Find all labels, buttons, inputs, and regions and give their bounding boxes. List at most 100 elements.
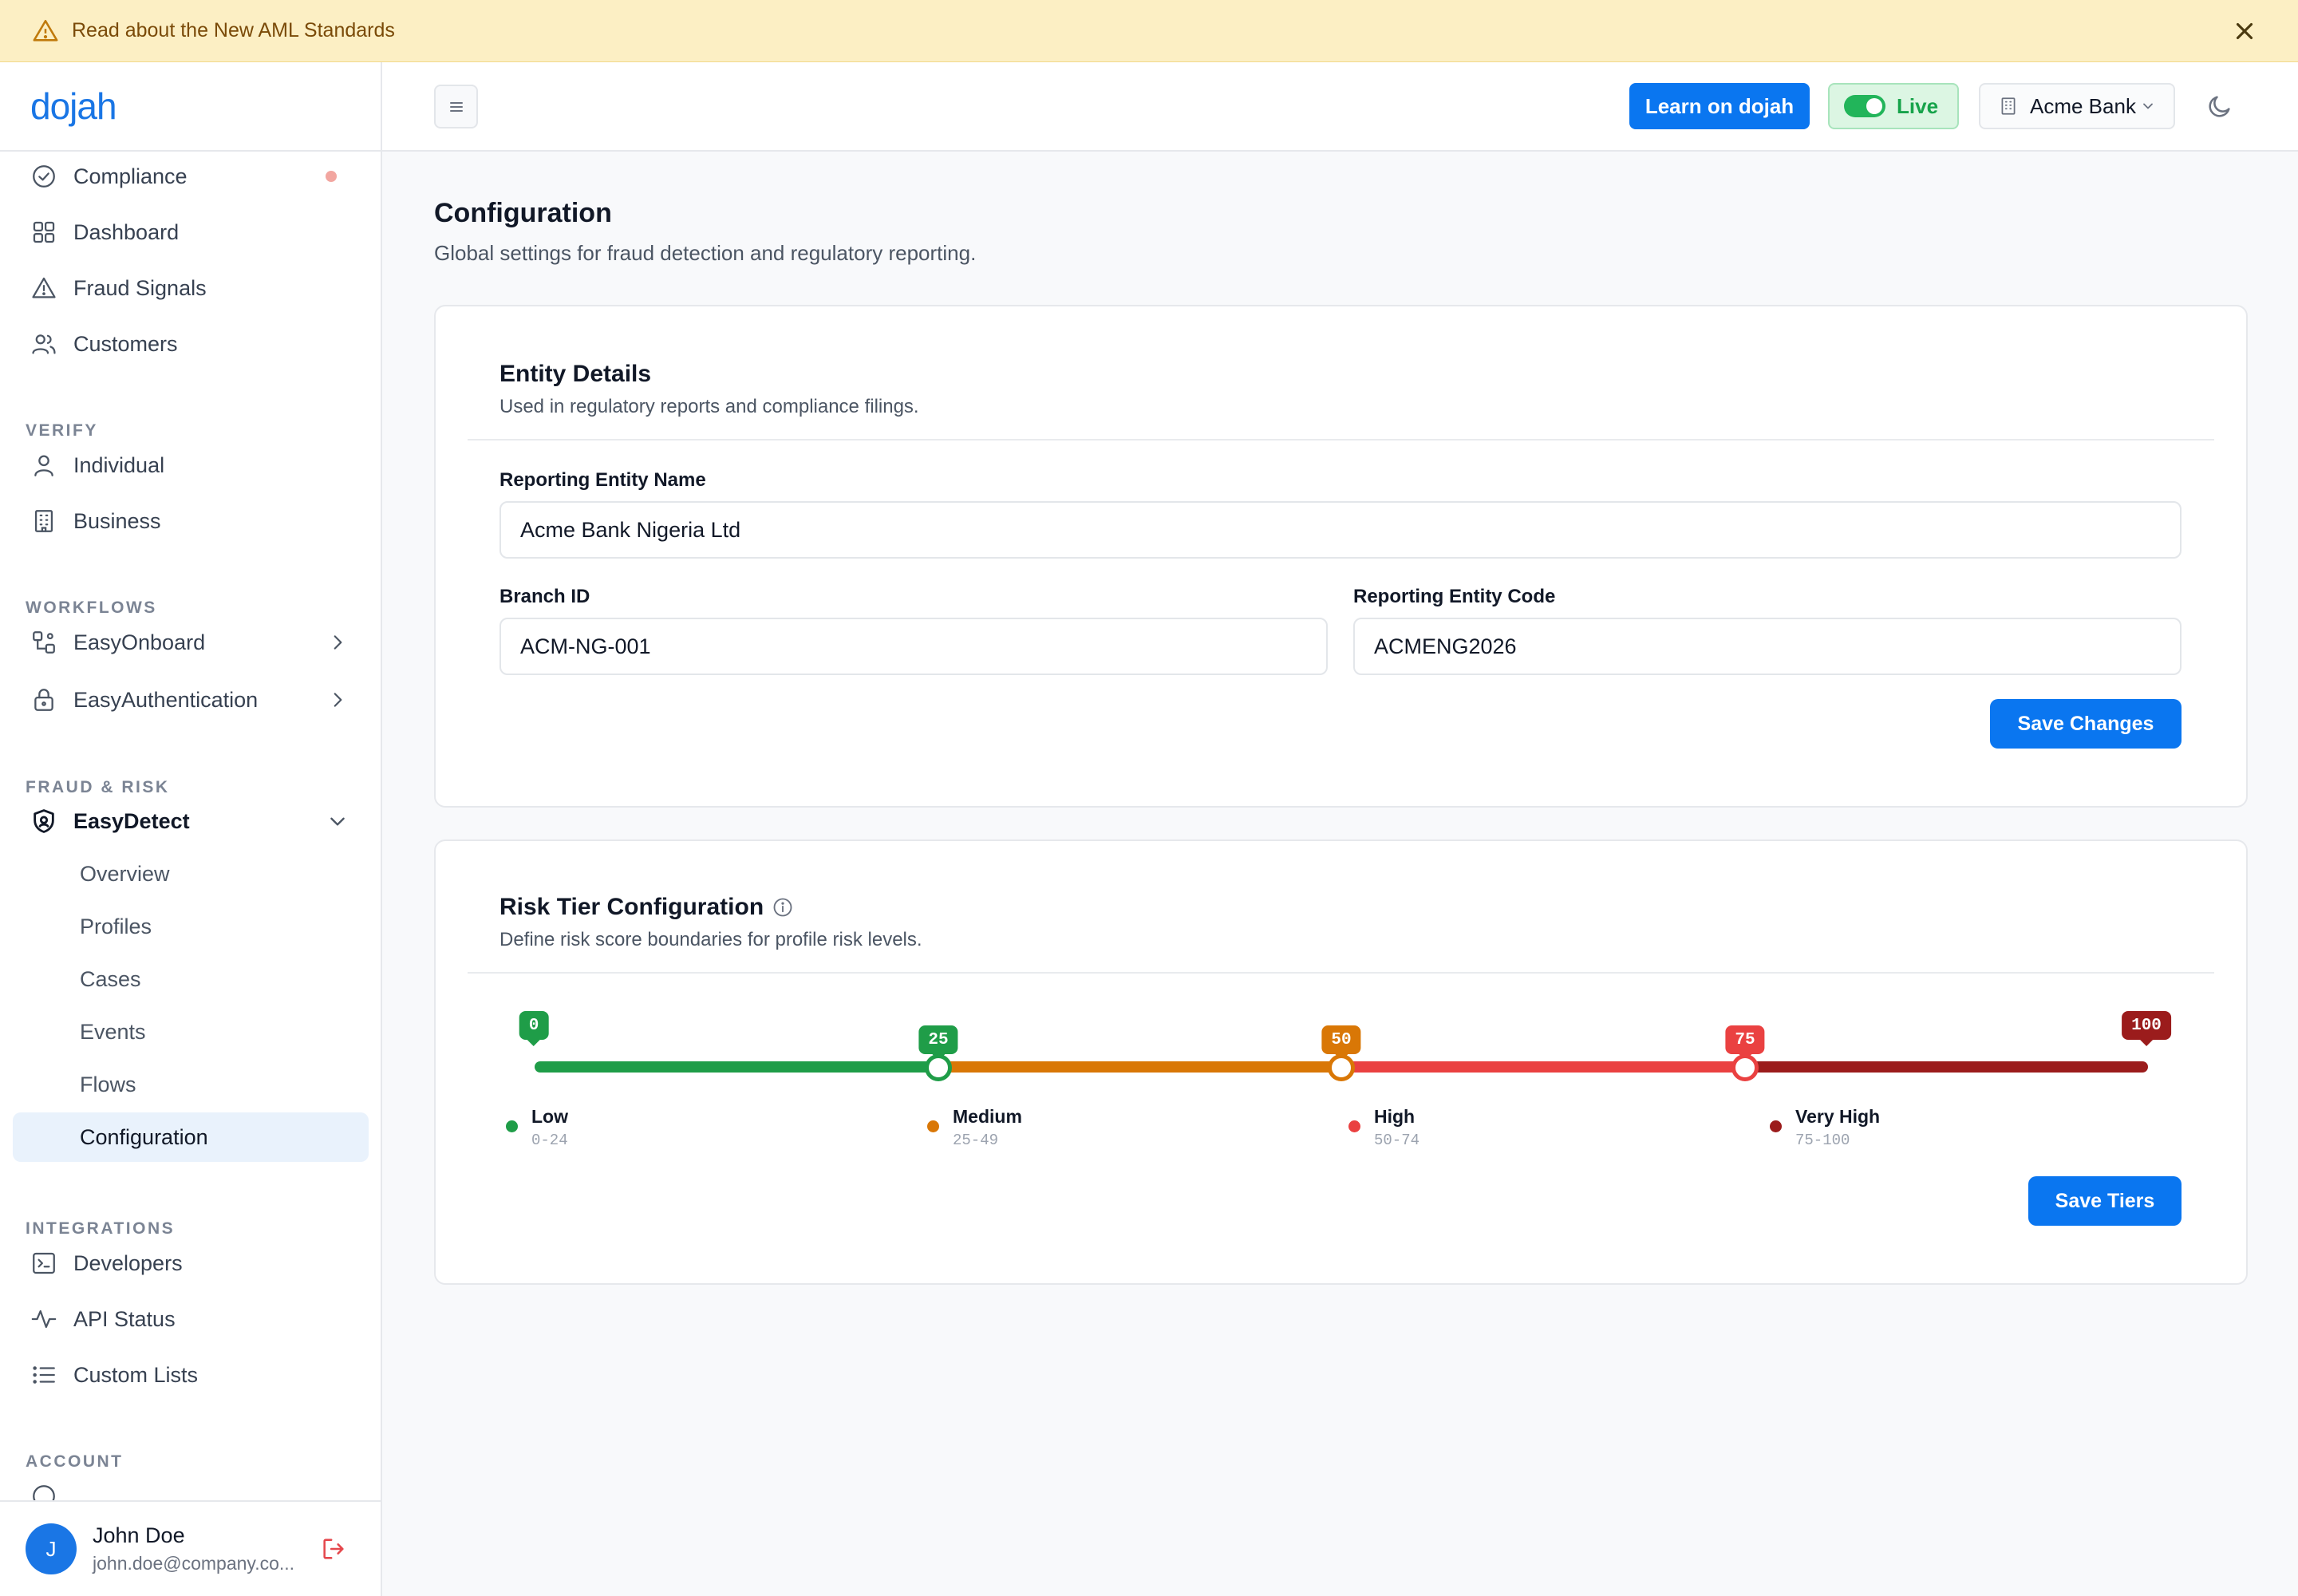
sidebar-subitem-label: Events [80, 1019, 146, 1044]
sidebar-item-customers[interactable]: Customers [13, 319, 369, 369]
tier-dot-low [506, 1120, 518, 1132]
toggle-switch[interactable] [1844, 95, 1885, 117]
sidebar-subitem-profiles[interactable]: Profiles [13, 902, 369, 951]
chevron-right-icon [334, 693, 342, 707]
sidebar-item-easyauthentication[interactable]: EasyAuthentication [13, 675, 369, 725]
sidebar-item-easyonboard[interactable]: EasyOnboard [13, 618, 369, 667]
boundary-badge-high: 50 [1321, 1025, 1361, 1054]
moon-icon[interactable] [2206, 93, 2233, 120]
sidebar-subitem-label: Profiles [80, 914, 152, 938]
building-icon [34, 510, 53, 532]
sidebar: dojah Compliance Dashboard Fraud Signals… [0, 62, 382, 1596]
menu-icon [449, 101, 463, 112]
sidebar-subitem-flows[interactable]: Flows [13, 1060, 369, 1109]
tier-dot-very-high [1770, 1120, 1782, 1132]
announcement-banner[interactable]: Read about the New AML Standards [0, 0, 2298, 62]
page-subtitle: Global settings for fraud detection and … [434, 241, 977, 265]
boundary-badge-medium: 25 [918, 1025, 958, 1054]
sidebar-subitem-events[interactable]: Events [13, 1007, 369, 1057]
sidebar-item-label: Developers [73, 1250, 183, 1275]
organization-name: Acme Bank [2030, 93, 2136, 118]
card-subtitle: Used in regulatory reports and complianc… [499, 396, 919, 417]
tier-name-medium: Medium [953, 1106, 1022, 1127]
sidebar-subitem-label: Flows [80, 1072, 136, 1096]
tier-range-medium: 25-49 [953, 1132, 999, 1149]
sidebar-item-label: EasyAuthentication [73, 687, 259, 712]
boundary-badge-very-high: 75 [1725, 1025, 1765, 1054]
user-info: John Doe john.doe@company.co... [93, 1523, 294, 1574]
tier-dot-high [1348, 1120, 1360, 1132]
card-title-row: Risk Tier Configuration [499, 894, 794, 921]
sidebar-item-developers[interactable]: Developers [13, 1238, 369, 1288]
tier-name-high: High [1374, 1106, 1416, 1127]
tier-segment-low [535, 1061, 938, 1073]
sidebar-item-easydetect[interactable]: EasyDetect [13, 796, 369, 846]
info-icon[interactable] [772, 896, 794, 918]
tier-name-very-high: Very High [1795, 1106, 1881, 1127]
organization-selector[interactable]: Acme Bank [1979, 83, 2175, 129]
tier-range-very-high: 75-100 [1795, 1132, 1850, 1149]
warning-icon [33, 19, 58, 41]
boundary-badge-min: 0 [519, 1011, 549, 1040]
sidebar-item-label: Customers [73, 331, 178, 356]
sidebar-item-label: Individual [73, 452, 165, 477]
sidebar-item-label: Compliance [73, 164, 188, 188]
branch-id-input[interactable]: ACM-NG-001 [499, 618, 1328, 675]
tier-range-low: 0-24 [531, 1132, 568, 1149]
top-header: Learn on dojah Live Acme Bank [382, 62, 2298, 152]
sidebar-item-individual[interactable]: Individual [13, 440, 369, 490]
sidebar-item-fraud-signals[interactable]: Fraud Signals [13, 263, 369, 313]
sidebar-subitem-cases[interactable]: Cases [13, 954, 369, 1004]
sidebar-item-label: Business [73, 508, 161, 533]
building-icon [2001, 97, 2016, 115]
sidebar-item-business[interactable]: Business [13, 496, 369, 546]
logo-area: dojah [0, 62, 381, 152]
sidebar-item-dashboard[interactable]: Dashboard [13, 207, 369, 257]
save-tiers-button[interactable]: Save Tiers [2028, 1176, 2182, 1226]
sidebar-item-label: Dashboard [73, 219, 180, 244]
card-subtitle: Define risk score boundaries for profile… [499, 929, 922, 950]
sidebar-item-compliance[interactable]: Compliance [13, 152, 369, 201]
live-mode-toggle[interactable]: Live [1828, 83, 1959, 129]
learn-on-dojah-button[interactable]: Learn on dojah [1629, 83, 1810, 129]
slider-handle-very-high[interactable] [1731, 1054, 1759, 1081]
banner-text[interactable]: Read about the New AML Standards [72, 19, 395, 41]
live-label: Live [1897, 93, 1939, 118]
sidebar-subitem-overview[interactable]: Overview [13, 849, 369, 899]
menu-toggle-button[interactable] [434, 85, 478, 128]
tier-segment-very-high [1745, 1061, 2148, 1073]
section-label-fraud-risk: FRAUD & RISK [26, 778, 170, 796]
entity-name-input[interactable]: Acme Bank Nigeria Ltd [499, 501, 2182, 559]
logout-icon[interactable] [320, 1535, 347, 1562]
brand-logo[interactable]: dojah [30, 85, 117, 127]
entity-name-label: Reporting Entity Name [499, 469, 706, 491]
sidebar-item-label: API Status [73, 1306, 176, 1331]
user-name: John Doe [93, 1523, 185, 1547]
sidebar-item-label: EasyDetect [73, 808, 190, 833]
entity-code-label: Reporting Entity Code [1353, 586, 1556, 607]
settings-icon [33, 1485, 55, 1500]
save-changes-button[interactable]: Save Changes [1990, 699, 2182, 749]
card-title: Risk Tier Configuration [499, 894, 764, 920]
divider [468, 972, 2214, 974]
divider [468, 439, 2214, 440]
sidebar-item-custom-lists[interactable]: Custom Lists [13, 1350, 369, 1400]
user-profile[interactable]: J John Doe john.doe@company.co... [0, 1500, 381, 1596]
slider-handle-medium[interactable] [925, 1054, 952, 1081]
sidebar-item-label: Custom Lists [73, 1362, 199, 1387]
section-label-verify: VERIFY [26, 421, 98, 440]
card-title: Entity Details [499, 361, 652, 387]
section-label-integrations: INTEGRATIONS [26, 1219, 176, 1238]
entity-code-input[interactable]: ACMENG2026 [1353, 618, 2182, 675]
sidebar-subitem-label: Overview [80, 861, 170, 886]
close-icon[interactable] [2231, 18, 2258, 45]
tier-dot-medium [927, 1120, 939, 1132]
user-icon [34, 455, 53, 476]
slider-handle-high[interactable] [1328, 1054, 1355, 1081]
sidebar-item-label: EasyOnboard [73, 630, 206, 654]
sidebar-item-api-status[interactable]: API Status [13, 1294, 369, 1344]
sidebar-subitem-configuration[interactable]: Configuration [13, 1112, 369, 1162]
branch-id-label: Branch ID [499, 586, 590, 607]
tier-segment-high [1341, 1061, 1745, 1073]
avatar: J [26, 1523, 77, 1574]
